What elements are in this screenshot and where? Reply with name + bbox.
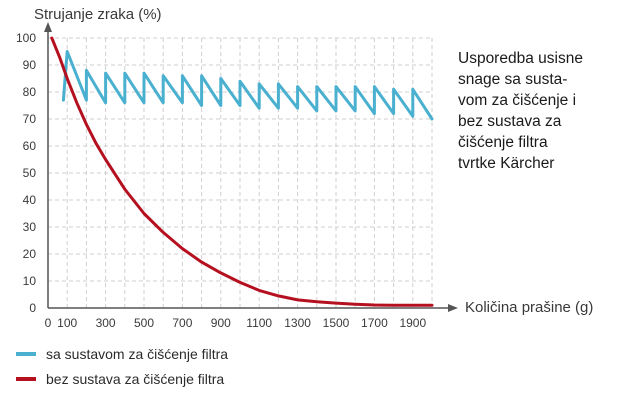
x-tick-label: 100 (57, 316, 77, 330)
y-tick-label: 50 (23, 166, 37, 180)
y-axis-arrow (44, 22, 52, 32)
series-line-0 (61, 50, 434, 121)
y-tick-label: 100 (16, 31, 36, 45)
y-tick-label: 10 (23, 274, 37, 288)
y-tick-label: 30 (23, 220, 37, 234)
y-tick-label: 0 (29, 301, 36, 315)
x-tick-label: 700 (172, 316, 192, 330)
x-tick-label: 900 (211, 316, 231, 330)
legend-swatch-without-cleaning (16, 377, 36, 381)
y-tick-label: 90 (23, 58, 37, 72)
x-tick-label: 500 (134, 316, 154, 330)
tick-labels: 0 10 20 30 40 50 60 70 80 90 100 0 100 300 500 700 900 11… (16, 31, 427, 330)
axes (44, 22, 458, 312)
x-axis-title: Količina prašine (g) (465, 299, 594, 316)
legend-label-with-cleaning: sa sustavom za čišćenje filtra (46, 346, 229, 362)
x-tick-label: 1300 (284, 316, 311, 330)
legend-item-with-cleaning: sa sustavom za čišćenje filtra (16, 346, 228, 362)
x-tick-label: 0 (45, 316, 52, 330)
x-tick-label: 1100 (246, 316, 272, 330)
y-tick-label: 60 (23, 139, 37, 153)
y-axis-title: Strujanje zraka (%) (34, 6, 162, 23)
y-tick-label: 70 (23, 112, 37, 126)
x-tick-label: 1700 (361, 316, 388, 330)
x-tick-label: 1900 (399, 316, 426, 330)
series-line-1 (50, 36, 434, 307)
y-tick-label: 80 (23, 85, 37, 99)
chart-title: Usporedba usisne snage sa susta- vom za … (458, 50, 583, 172)
x-tick-label: 1500 (323, 316, 350, 330)
y-tick-label: 40 (23, 193, 37, 207)
legend-label-without-cleaning: bez sustava za čišćenje filtra (46, 371, 225, 387)
series-lines (50, 36, 434, 307)
x-tick-label: 300 (96, 316, 116, 330)
y-tick-label: 20 (23, 247, 37, 261)
legend-item-without-cleaning: bez sustava za čišćenje filtra (16, 371, 224, 387)
legend-swatch-with-cleaning (16, 352, 36, 356)
x-axis-arrow (448, 304, 458, 312)
